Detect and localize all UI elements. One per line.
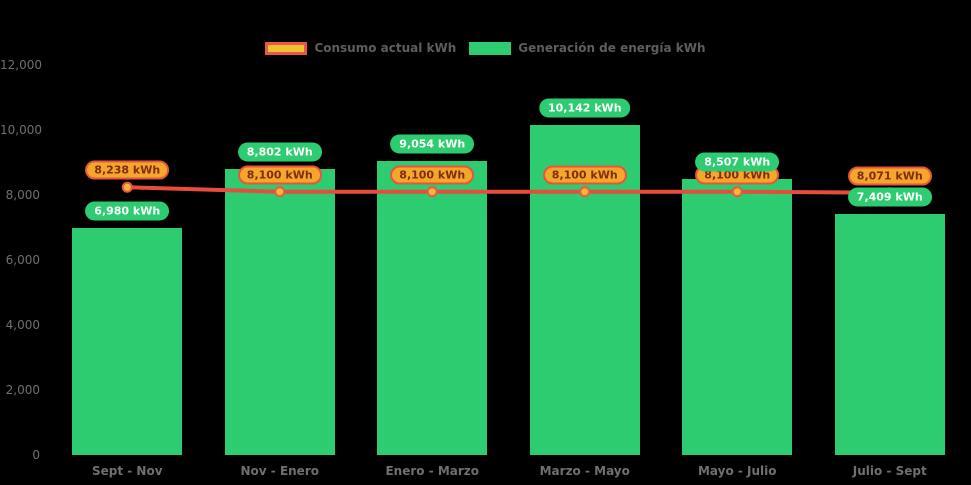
chart-legend: Consumo actual kWh Generación de energía … [0,40,971,56]
x-axis-category-label: Nov - Enero [240,464,320,478]
generation-value-label: 9,054 kWh [390,134,475,154]
generation-bar[interactable] [377,160,488,455]
y-axis-tick-label: 4,000 [5,318,40,332]
generation-value-label: 8,507 kWh [695,152,780,172]
generation-value-label: 6,980 kWh [85,201,170,221]
x-axis-category-label: Mayo - Julio [697,464,777,478]
x-axis-category-label: Sept - Nov [91,464,163,478]
legend-label: Consumo actual kWh [314,41,457,55]
legend-swatch-icon [469,41,512,55]
consumption-value-label: 8,071 kWh [847,166,932,186]
y-axis-tick-label: 10,000 [0,123,42,137]
y-axis-tick-label: 6,000 [5,253,40,267]
legend-label: Generación de energía kWh [518,41,706,55]
y-axis-tick-label: 12,000 [0,58,42,72]
consumption-value-label: 8,100 kWh [390,165,475,185]
consumption-value-label: 8,238 kWh [85,160,170,180]
generation-bar[interactable] [834,214,945,455]
x-axis-category-label: Enero - Marzo [385,464,480,478]
legend-swatch-icon [265,41,308,55]
x-axis-category-label: Julio - Sept [852,464,927,478]
x-axis-category-label: Marzo - Mayo [539,464,630,478]
consumption-point-marker[interactable] [731,186,743,198]
generation-value-label: 10,142 kWh [538,98,631,118]
generation-value-label: 8,802 kWh [237,142,322,162]
consumption-point-marker[interactable] [121,181,133,193]
generation-bar[interactable] [224,168,335,455]
consumption-value-label: 8,100 kWh [237,165,322,185]
generation-value-label: 7,409 kWh [847,187,932,207]
consumption-point-marker[interactable] [274,186,286,198]
y-axis-tick-label: 0 [32,448,40,462]
y-axis-tick-label: 2,000 [5,383,40,397]
generation-bar[interactable] [72,228,183,455]
consumption-point-marker[interactable] [579,186,591,198]
legend-item-line[interactable]: Consumo actual kWh [265,41,456,55]
generation-bar[interactable] [682,178,793,455]
legend-item-bar[interactable]: Generación de energía kWh [469,41,706,55]
consumption-point-marker[interactable] [426,186,438,198]
consumption-value-label: 8,100 kWh [542,165,627,185]
y-axis-tick-label: 8,000 [5,188,40,202]
